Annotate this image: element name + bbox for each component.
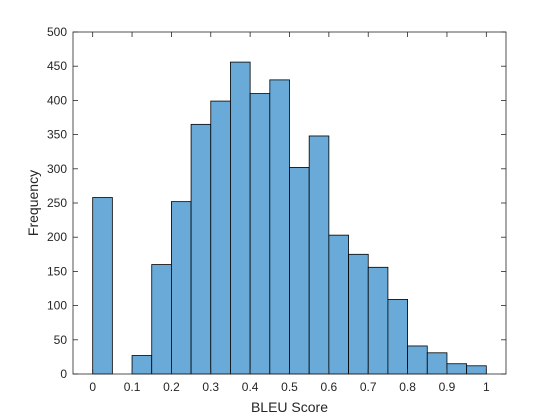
y-tick-label: 450: [47, 59, 67, 73]
histogram-bar: [387, 299, 408, 375]
histogram-bar: [151, 264, 172, 375]
y-tick-label: 100: [47, 299, 67, 313]
y-tick-label: 250: [47, 196, 67, 210]
x-tick-label: 0.5: [281, 380, 298, 394]
y-tick-label: 500: [47, 25, 67, 39]
x-tick-label: 0.3: [202, 380, 219, 394]
x-tick-label: 0.1: [124, 380, 141, 394]
histogram-bar: [308, 135, 330, 375]
histogram-bar: [446, 363, 468, 375]
y-tick-label: 0: [60, 367, 67, 381]
x-tick-label: 0: [89, 380, 96, 394]
histogram-bar: [190, 123, 212, 375]
x-axis-label: BLEU Score: [251, 399, 328, 415]
x-tick-label: 0.8: [399, 380, 416, 394]
histogram-bar: [426, 352, 448, 375]
x-tick-label: 1: [483, 380, 490, 394]
histogram-bar: [348, 253, 369, 375]
bars-group: [92, 61, 487, 375]
histogram-bar: [289, 167, 310, 375]
x-tick-label: 0.9: [439, 380, 456, 394]
histogram-bar: [92, 197, 113, 375]
y-tick-label: 350: [47, 128, 67, 142]
histogram-bar: [407, 345, 428, 375]
histogram-bar: [328, 234, 349, 375]
histogram-bar: [249, 93, 271, 375]
histogram-bar: [367, 266, 389, 375]
histogram-bar: [230, 61, 251, 375]
y-axis-label: Frequency: [25, 170, 41, 236]
y-tick-label: 150: [47, 264, 67, 278]
histogram-bar: [210, 100, 231, 375]
histogram-bar: [171, 201, 192, 375]
y-tick-label: 300: [47, 162, 67, 176]
x-tick-label: 0.4: [242, 380, 259, 394]
histogram-bar: [466, 365, 487, 375]
x-ticks-group: 0 0.1 0.2 0.3 0.4 0.5 0.6 0.7 0.8 0.9 1: [89, 32, 490, 394]
histogram-bar: [269, 79, 290, 375]
y-ticks-group: 0 50 100 150 200 250 300 350 400 450 500: [47, 25, 506, 381]
x-tick-label: 0.7: [360, 380, 377, 394]
x-tick-label: 0.6: [321, 380, 338, 394]
x-tick-label: 0.2: [163, 380, 180, 394]
y-tick-label: 400: [47, 93, 67, 107]
y-tick-label: 50: [54, 333, 68, 347]
histogram-bar: [131, 355, 153, 375]
y-tick-label: 200: [47, 230, 67, 244]
